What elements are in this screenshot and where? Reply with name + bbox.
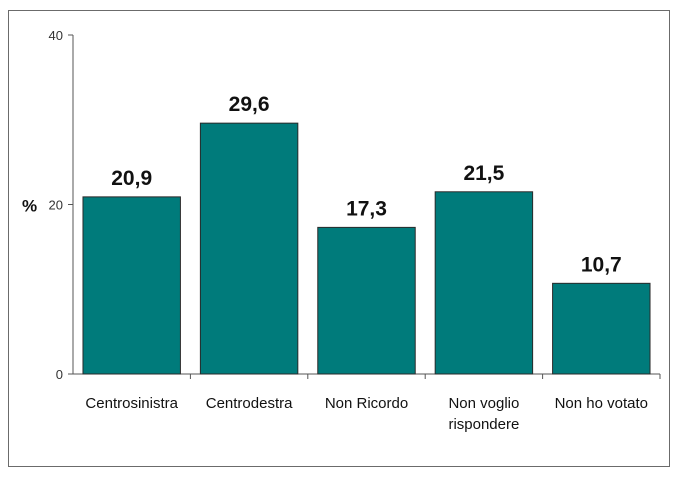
x-tick-label: Centrodestra [206,395,293,412]
bar [199,122,299,375]
x-tick-label: Non voglio rispondere [448,395,519,433]
bar [552,282,651,375]
x-tick-label: Non ho votato [555,395,648,412]
y-tick-label: 40 [49,28,63,43]
data-label: 17,3 [346,197,387,220]
data-label: 29,6 [229,93,270,116]
x-tick-label: Centrosinistra [85,395,178,412]
data-label: 21,5 [463,162,504,185]
data-label: 10,7 [581,253,622,276]
bar [434,191,534,375]
x-tick-label: Non Ricordo [325,395,408,412]
y-axis-label: % [22,197,37,216]
y-tick-label: 0 [56,367,63,382]
chart-frame [8,10,670,467]
y-tick-label: 20 [49,198,63,213]
bar [82,196,181,375]
bar [317,226,416,375]
data-label: 20,9 [111,167,152,190]
